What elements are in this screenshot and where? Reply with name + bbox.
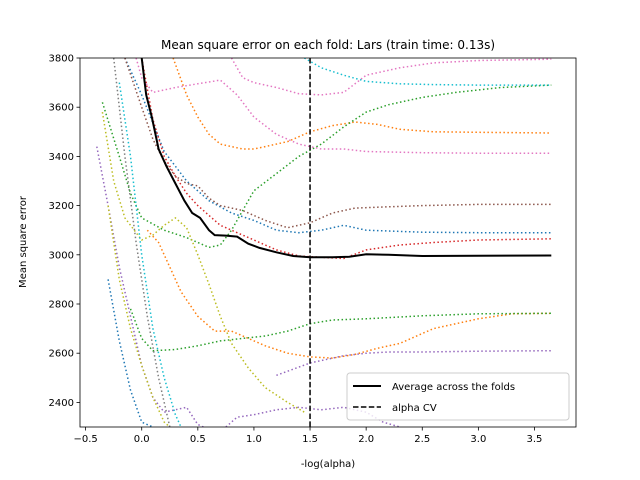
y-tick-label: 3800 <box>49 54 74 65</box>
x-tick-label: 1.0 <box>246 434 262 445</box>
x-axis-label: -log(alpha) <box>301 459 355 470</box>
legend-label-alpha-cv: alpha CV <box>392 403 437 414</box>
x-tick-label: 3.0 <box>470 434 486 445</box>
plot-frame <box>79 57 577 428</box>
y-tick-label: 3400 <box>49 152 74 163</box>
y-axis: 2400 2600 2800 3000 3200 3400 3600 3800 <box>49 54 80 409</box>
fold-line-4 <box>146 229 552 359</box>
x-tick-label: −0.5 <box>73 434 97 445</box>
x-tick-label: 0.5 <box>190 434 206 445</box>
legend-label-average: Average across the folds <box>392 382 515 393</box>
fold-line-13 <box>230 58 552 96</box>
y-tick-label: 2800 <box>49 300 74 311</box>
legend-box <box>346 372 570 421</box>
x-tick-label: 0.0 <box>134 434 150 445</box>
fold-line-10 <box>276 349 552 377</box>
legend: Average across the folds alpha CV <box>346 372 570 421</box>
y-axis-label: Mean square error <box>18 195 29 288</box>
y-tick-label: 3000 <box>49 250 74 261</box>
fold-line-15 <box>107 205 171 427</box>
fold-line-2 <box>107 279 154 427</box>
average-line <box>140 58 552 259</box>
y-tick-label: 2400 <box>49 398 74 409</box>
y-tick-label: 3200 <box>49 201 74 212</box>
fold-line-3 <box>172 58 552 150</box>
y-tick-label: 2600 <box>49 349 74 360</box>
x-axis: −0.5 0.0 0.5 1.0 1.5 2.0 2.5 3.0 3.5 <box>73 427 542 445</box>
x-tick-label: 2.0 <box>358 434 374 445</box>
x-tick-label: 2.5 <box>414 434 430 445</box>
x-tick-label: 3.5 <box>527 434 543 445</box>
fold-line-16 <box>118 82 182 427</box>
y-tick-label: 3600 <box>49 103 74 114</box>
chart-title: Mean square error on each fold: Lars (tr… <box>161 38 495 52</box>
x-tick-label: 1.5 <box>302 434 318 445</box>
